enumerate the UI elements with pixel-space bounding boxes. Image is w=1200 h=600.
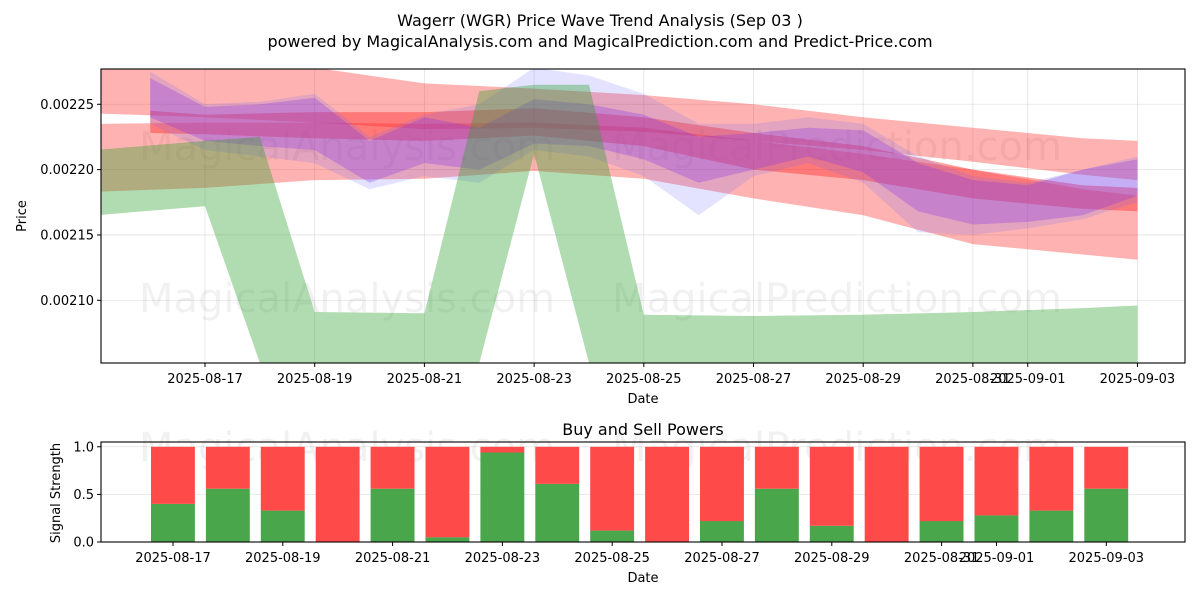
watermark-prediction-top: MagicalPrediction.com: [612, 124, 1062, 170]
main-axes-frame: [100, 68, 1186, 364]
main-x-tick-label: 2025-09-03: [1100, 372, 1176, 387]
sell-bar: [205, 446, 250, 489]
buy-bar: [1084, 488, 1129, 542]
main-y-ticks: 0.00210 0.00215 0.00220 0.00225: [40, 98, 101, 309]
main-x-tick-label: 2025-08-17: [167, 372, 243, 387]
main-x-tick-label: 2025-08-21: [387, 372, 463, 387]
blue-wave-band: [150, 69, 1138, 235]
bar-x-tick-label: 2025-08-23: [465, 551, 541, 566]
sell-bar: [1029, 446, 1074, 511]
main-x-tick-label: 2025-08-29: [825, 372, 901, 387]
sell-bar: [151, 446, 195, 504]
price-wave-chart: MagicalAnalysis.com MagicalPrediction.co…: [15, 68, 1186, 407]
main-x-tick-label: 2025-08-25: [606, 372, 682, 387]
sell-bar: [260, 446, 305, 511]
sell-bar: [535, 446, 580, 484]
chart-subtitle: powered by MagicalAnalysis.com and Magic…: [267, 32, 932, 51]
main-x-tick-label: 2025-08-19: [277, 372, 353, 387]
sell-bar: [754, 446, 799, 489]
buy-bar: [425, 537, 470, 542]
bar-y-ticks: 0.0 0.5 1.0: [73, 440, 101, 551]
buy-bar: [151, 503, 195, 542]
main-gridlines: [101, 69, 1185, 363]
bar-y-axis-label: Signal Strength: [49, 443, 64, 543]
sell-bar: [864, 446, 909, 542]
main-y-tick-label: 0.00215: [40, 228, 94, 243]
buy-bar: [809, 525, 854, 542]
buy-bar: [370, 488, 415, 542]
sell-bar: [809, 446, 854, 526]
bar-x-tick-label: 2025-08-17: [135, 551, 211, 566]
main-x-tick-label: 2025-08-27: [716, 372, 792, 387]
main-x-tick-label: 2025-08-23: [496, 372, 572, 387]
bar-x-tick-label: 2025-08-19: [245, 551, 321, 566]
wide-red-band-upper: [101, 69, 1138, 181]
main-y-tick-label: 0.00210: [40, 294, 94, 309]
sell-bar: [645, 446, 689, 542]
bar-x-axis-label: Date: [627, 571, 658, 586]
sell-bar: [425, 446, 470, 538]
sell-bar: [590, 446, 635, 531]
main-x-axis-label: Date: [627, 392, 658, 407]
purple-wave-band: [150, 78, 1138, 225]
bar-y-tick-label: 1.0: [73, 440, 94, 455]
buy-bar: [754, 488, 799, 542]
buy-bar: [919, 521, 964, 542]
main-x-ticks: 2025-08-17 2025-08-19 2025-08-21 2025-08-23…: [167, 363, 1175, 387]
bar-x-tick-label: 2025-09-03: [1069, 551, 1145, 566]
main-y-tick-label: 0.00225: [40, 98, 94, 113]
watermark-analysis-mid: MagicalAnalysis.com: [139, 276, 555, 322]
central-red-band: [150, 108, 1138, 212]
bar-x-tick-label: 2025-08-21: [355, 551, 431, 566]
buy-bar: [205, 488, 250, 542]
sell-bar: [919, 446, 964, 522]
bar-x-tick-label: 2025-09-01: [959, 551, 1035, 566]
bar-x-tick-label: 2025-08-31: [904, 551, 980, 566]
buy-bar: [700, 521, 744, 542]
buy-sell-powers-chart: Buy and Sell Powers MagicalAnalysis.com …: [49, 420, 1186, 586]
buy-bar: [260, 510, 305, 542]
bar-marks: [151, 446, 1129, 542]
main-x-tick-label: 2025-09-01: [990, 372, 1066, 387]
bar-x-tick-label: 2025-08-29: [794, 551, 870, 566]
buy-bar: [1029, 510, 1074, 542]
bar-x-tick-label: 2025-08-27: [684, 551, 760, 566]
bar-chart-title: Buy and Sell Powers: [562, 420, 724, 439]
buy-bar: [590, 530, 635, 542]
sell-bar: [1084, 446, 1129, 489]
price-bands: [101, 69, 1138, 363]
green-signal-band: [101, 84, 1138, 363]
bar-x-tick-label: 2025-08-25: [574, 551, 650, 566]
main-y-tick-label: 0.00220: [40, 163, 94, 178]
buy-bar: [535, 483, 580, 542]
sell-bar: [315, 446, 360, 542]
buy-bar: [480, 452, 525, 542]
watermark-prediction-mid: MagicalPrediction.com: [612, 276, 1062, 322]
wide-red-band-lower: [101, 122, 1138, 260]
main-x-tick-label: 2025-08-31: [935, 372, 1011, 387]
watermark-analysis-top: MagicalAnalysis.com: [139, 124, 555, 170]
chart-title: Wagerr (WGR) Price Wave Trend Analysis (…: [397, 11, 803, 30]
sell-bar: [700, 446, 744, 522]
bar-y-tick-label: 0.0: [73, 536, 94, 551]
bar-axes-frame: [100, 441, 1186, 543]
bar-x-ticks: 2025-08-17 2025-08-19 2025-08-21 2025-08-23…: [135, 542, 1144, 566]
buy-bar: [974, 515, 1019, 542]
main-y-axis-label: Price: [15, 200, 30, 232]
sell-bar: [974, 446, 1019, 516]
sell-bar: [370, 446, 415, 489]
bar-y-tick-label: 0.5: [73, 488, 94, 503]
sell-bar: [480, 446, 525, 453]
